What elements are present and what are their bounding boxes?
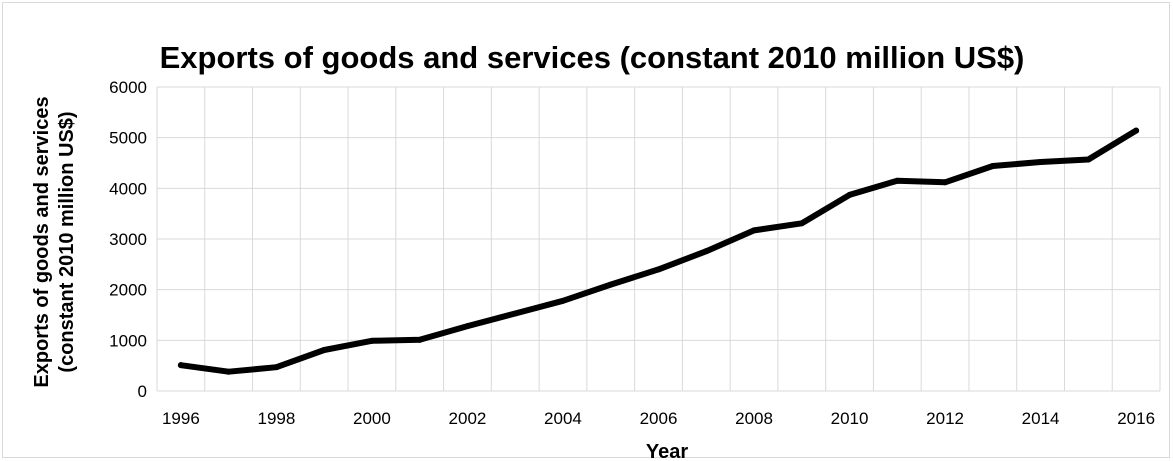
data-point [464,323,471,330]
y-axis-label: Exports of goods and services (constant … [31,96,78,387]
data-points [177,127,1140,375]
data-point [846,191,853,198]
x-tick-label: 2012 [926,409,964,428]
data-point [1037,158,1044,165]
data-point [273,364,280,371]
x-axis-label: Year [646,441,688,461]
y-tick-label: 3000 [109,230,147,249]
horizontal-gridlines [157,86,1160,392]
data-point [942,179,949,186]
chart-title: Exports of goods and services (constant … [160,40,1025,75]
data-point [894,177,901,184]
x-tick-label: 2010 [831,409,869,428]
data-point [655,266,662,273]
x-tick-label: 2014 [1022,409,1060,428]
data-point [607,281,614,288]
x-tick-label: 2002 [449,409,487,428]
y-tick-label: 4000 [109,179,147,198]
y-tick-label: 0 [138,382,147,401]
data-point [416,336,423,343]
x-tick-label: 2000 [353,409,391,428]
data-point [1133,127,1140,134]
y-axis-label-line2: (constant 2010 million US$) [56,111,78,372]
x-tick-labels: 1996 1998 2000 2002 2004 2006 2008 2010 2012 2014… [162,409,1155,428]
x-tick-label: 2016 [1117,409,1155,428]
x-tick-label: 1996 [162,409,200,428]
data-point [177,362,184,369]
data-point [512,310,519,317]
data-point [1085,156,1092,163]
y-tick-label: 5000 [109,129,147,148]
data-point [225,368,232,375]
data-point [321,346,328,353]
data-point [559,297,566,304]
x-tick-label: 2006 [640,409,678,428]
data-point [368,337,375,344]
data-point [751,227,758,234]
x-tick-label: 2008 [735,409,773,428]
data-point [989,163,996,170]
y-tick-labels: 0 1000 2000 3000 4000 5000 6000 [109,78,147,401]
y-tick-label: 1000 [109,331,147,350]
data-point [798,220,805,227]
x-tick-label: 2004 [544,409,582,428]
y-tick-label: 2000 [109,281,147,300]
y-tick-label: 6000 [109,78,147,97]
x-tick-label: 1998 [257,409,295,428]
y-axis-label-line1: Exports of goods and services [31,96,53,387]
data-point [703,248,710,255]
